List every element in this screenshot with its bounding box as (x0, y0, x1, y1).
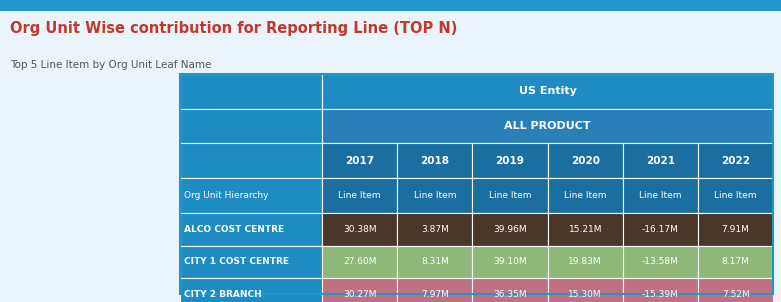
Text: Line Item: Line Item (564, 191, 607, 200)
FancyBboxPatch shape (398, 246, 473, 278)
FancyBboxPatch shape (473, 213, 547, 246)
Text: 8.31M: 8.31M (421, 257, 449, 266)
Text: 15.30M: 15.30M (569, 290, 602, 299)
Text: ALCO COST CENTRE: ALCO COST CENTRE (184, 225, 284, 234)
Text: Top 5 Line Item by Org Unit Leaf Name: Top 5 Line Item by Org Unit Leaf Name (10, 60, 212, 70)
Text: 39.10M: 39.10M (494, 257, 527, 266)
Text: Line Item: Line Item (715, 191, 757, 200)
FancyBboxPatch shape (322, 143, 398, 178)
FancyBboxPatch shape (180, 74, 322, 109)
Text: 30.27M: 30.27M (343, 290, 376, 299)
FancyBboxPatch shape (547, 213, 622, 246)
Text: Line Item: Line Item (414, 191, 456, 200)
FancyBboxPatch shape (547, 178, 622, 213)
FancyBboxPatch shape (180, 246, 322, 278)
Text: 2021: 2021 (646, 156, 675, 166)
FancyBboxPatch shape (698, 278, 773, 302)
Text: 8.17M: 8.17M (722, 257, 750, 266)
FancyBboxPatch shape (622, 278, 698, 302)
Text: -16.17M: -16.17M (642, 225, 679, 234)
Text: Org Unit Wise contribution for Reporting Line (TOP N): Org Unit Wise contribution for Reporting… (10, 21, 458, 36)
Text: 7.97M: 7.97M (421, 290, 449, 299)
FancyBboxPatch shape (398, 213, 473, 246)
Text: 19.83M: 19.83M (569, 257, 602, 266)
FancyBboxPatch shape (180, 213, 322, 246)
FancyBboxPatch shape (622, 178, 698, 213)
FancyBboxPatch shape (698, 246, 773, 278)
Text: 2019: 2019 (496, 156, 525, 166)
FancyBboxPatch shape (398, 143, 473, 178)
FancyBboxPatch shape (322, 213, 398, 246)
Text: CITY 1 COST CENTRE: CITY 1 COST CENTRE (184, 257, 289, 266)
Text: Line Item: Line Item (338, 191, 381, 200)
Text: 3.87M: 3.87M (421, 225, 449, 234)
FancyBboxPatch shape (622, 213, 698, 246)
FancyBboxPatch shape (473, 278, 547, 302)
FancyBboxPatch shape (398, 178, 473, 213)
Text: 36.35M: 36.35M (494, 290, 527, 299)
Text: 2018: 2018 (420, 156, 449, 166)
FancyBboxPatch shape (473, 178, 547, 213)
Text: 39.96M: 39.96M (494, 225, 527, 234)
Text: Org Unit Hierarchy: Org Unit Hierarchy (184, 191, 269, 200)
Text: 2022: 2022 (721, 156, 750, 166)
FancyBboxPatch shape (622, 246, 698, 278)
FancyBboxPatch shape (322, 74, 773, 109)
FancyBboxPatch shape (180, 278, 322, 302)
FancyBboxPatch shape (322, 278, 398, 302)
FancyBboxPatch shape (473, 246, 547, 278)
Text: Line Item: Line Item (489, 191, 531, 200)
FancyBboxPatch shape (547, 278, 622, 302)
Text: 2020: 2020 (571, 156, 600, 166)
FancyBboxPatch shape (547, 143, 622, 178)
FancyBboxPatch shape (322, 178, 398, 213)
Text: 7.52M: 7.52M (722, 290, 750, 299)
FancyBboxPatch shape (322, 109, 773, 143)
Text: 7.91M: 7.91M (722, 225, 750, 234)
Text: CITY 2 BRANCH: CITY 2 BRANCH (184, 290, 262, 299)
Text: 2017: 2017 (345, 156, 374, 166)
Text: -13.58M: -13.58M (642, 257, 679, 266)
FancyBboxPatch shape (547, 246, 622, 278)
FancyBboxPatch shape (180, 109, 322, 143)
FancyBboxPatch shape (622, 143, 698, 178)
Text: 30.38M: 30.38M (343, 225, 376, 234)
FancyBboxPatch shape (473, 143, 547, 178)
FancyBboxPatch shape (322, 246, 398, 278)
Text: 27.60M: 27.60M (343, 257, 376, 266)
FancyBboxPatch shape (180, 143, 322, 178)
Text: US Entity: US Entity (519, 86, 576, 96)
Text: Line Item: Line Item (639, 191, 682, 200)
Text: 15.21M: 15.21M (569, 225, 602, 234)
FancyBboxPatch shape (698, 143, 773, 178)
FancyBboxPatch shape (398, 278, 473, 302)
FancyBboxPatch shape (698, 213, 773, 246)
FancyBboxPatch shape (698, 178, 773, 213)
FancyBboxPatch shape (180, 178, 322, 213)
FancyBboxPatch shape (0, 0, 781, 11)
Text: -15.39M: -15.39M (642, 290, 679, 299)
Text: ALL PRODUCT: ALL PRODUCT (505, 121, 591, 131)
